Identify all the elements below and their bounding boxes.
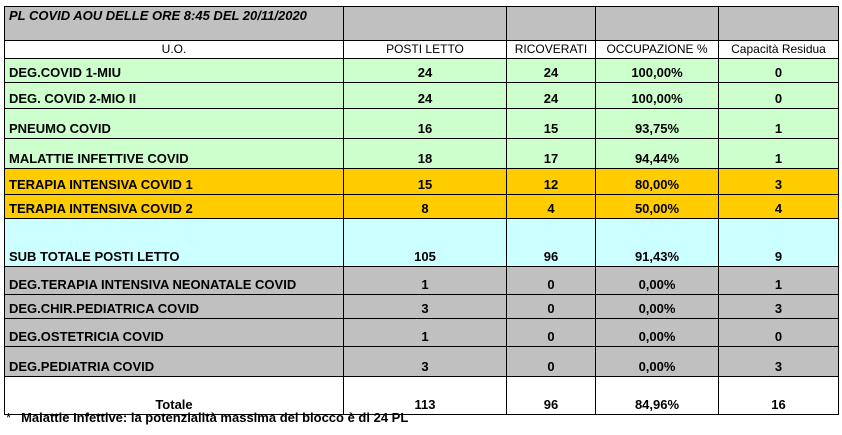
cell-residua: 9 [718,218,839,267]
header-posti-letto: POSTI LETTO [343,40,507,59]
cell-occupazione: 50,00% [595,194,719,219]
cell-ricoverati: 4 [506,194,596,219]
cell-unit: DEG.COVID 1-MIU [4,58,344,83]
cell-unit: SUB TOTALE POSTI LETTO [4,218,344,267]
cell-posti: 15 [343,168,507,195]
header-uo: U.O. [4,40,344,59]
table-row: TERAPIA INTENSIVA COVID 1 15 12 80,00% 3 [4,168,839,195]
header-capacita-residua: Capacità Residua [718,40,839,59]
cell-ricoverati: 12 [506,168,596,195]
cell-unit: DEG.OSTETRICIA COVID [4,318,344,347]
total-row: Totale 113 96 84,96% 16 [4,376,839,415]
table-row: DEG.TERAPIA INTENSIVA NEONATALE COVID 1 0 0… [4,266,839,295]
cell-occupazione: 100,00% [595,82,719,109]
cell-residua: 3 [718,346,839,377]
cell-unit: MALATTIE INFETTIVE COVID [4,138,344,169]
cell-unit: TERAPIA INTENSIVA COVID 2 [4,194,344,219]
total-occupazione: 84,96% [595,376,719,415]
cell-ricoverati: 0 [506,318,596,347]
cell-occupazione: 0,00% [595,294,719,319]
title-row: PL COVID AOU DELLE ORE 8:45 DEL 20/11/20… [4,6,839,41]
cell-unit: PNEUMO COVID [4,108,344,139]
cell-occupazione: 100,00% [595,58,719,83]
total-ricoverati: 96 [506,376,596,415]
cell-occupazione: 80,00% [595,168,719,195]
cell-ricoverati: 0 [506,266,596,295]
cell-ricoverati: 0 [506,294,596,319]
cell-unit: DEG. COVID 2-MIO II [4,82,344,109]
footnote: * Malattie Infettive: la potenzialità mas… [6,410,408,425]
table-row: TERAPIA INTENSIVA COVID 2 8 4 50,00% 4 [4,194,839,219]
cell-unit: DEG.CHIR.PEDIATRICA COVID [4,294,344,319]
cell-residua: 3 [718,294,839,319]
table-row: DEG. COVID 2-MIO II 24 24 100,00% 0 [4,82,839,109]
header-occupazione: OCCUPAZIONE % [595,40,719,59]
cell-occupazione: 0,00% [595,318,719,347]
cell-posti: 8 [343,194,507,219]
table-row: DEG.CHIR.PEDIATRICA COVID 3 0 0,00% 3 [4,294,839,319]
total-posti: 113 [343,376,507,415]
table-row: SUB TOTALE POSTI LETTO 105 96 91,43% 9 [4,218,839,267]
footnote-text: Malattie Infettive: la potenzialità mass… [21,410,409,425]
table-row: DEG.COVID 1-MIU 24 24 100,00% 0 [4,58,839,83]
header-ricoverati: RICOVERATI [506,40,596,59]
cell-residua: 0 [718,58,839,83]
total-residua: 16 [718,376,839,415]
total-unit: Totale [4,376,344,415]
cell-residua: 1 [718,138,839,169]
cell-occupazione: 0,00% [595,346,719,377]
cell-occupazione: 93,75% [595,108,719,139]
cell-residua: 1 [718,266,839,295]
header-row: U.O. POSTI LETTO RICOVERATI OCCUPAZIONE … [4,40,839,59]
cell-posti: 16 [343,108,507,139]
cell-residua: 0 [718,318,839,347]
cell-posti: 24 [343,82,507,109]
cell-occupazione: 0,00% [595,266,719,295]
cell-ricoverati: 17 [506,138,596,169]
table-row: PNEUMO COVID 16 15 93,75% 1 [4,108,839,139]
cell-occupazione: 94,44% [595,138,719,169]
table-row: MALATTIE INFETTIVE COVID 18 17 94,44% 1 [4,138,839,169]
cell-ricoverati: 24 [506,58,596,83]
table-title: PL COVID AOU DELLE ORE 8:45 DEL 20/11/20… [4,6,344,41]
cell-posti: 1 [343,318,507,347]
cell-occupazione: 91,43% [595,218,719,267]
footnote-mark: * [6,410,12,425]
table-row: DEG.OSTETRICIA COVID 1 0 0,00% 0 [4,318,839,347]
table-row: DEG.PEDIATRIA COVID 3 0 0,00% 3 [4,346,839,377]
cell-posti: 3 [343,294,507,319]
cell-ricoverati: 0 [506,346,596,377]
cell-ricoverati: 96 [506,218,596,267]
cell-unit: TERAPIA INTENSIVA COVID 1 [4,168,344,195]
cell-posti: 18 [343,138,507,169]
cell-residua: 0 [718,82,839,109]
cell-residua: 3 [718,168,839,195]
cell-unit: DEG.PEDIATRIA COVID [4,346,344,377]
cell-residua: 4 [718,194,839,219]
cell-posti: 24 [343,58,507,83]
cell-posti: 105 [343,218,507,267]
cell-ricoverati: 15 [506,108,596,139]
cell-unit: DEG.TERAPIA INTENSIVA NEONATALE COVID [4,266,344,295]
cell-ricoverati: 24 [506,82,596,109]
cell-posti: 1 [343,266,507,295]
cell-residua: 1 [718,108,839,139]
cell-posti: 3 [343,346,507,377]
covid-beds-table: PL COVID AOU DELLE ORE 8:45 DEL 20/11/20… [4,6,839,415]
